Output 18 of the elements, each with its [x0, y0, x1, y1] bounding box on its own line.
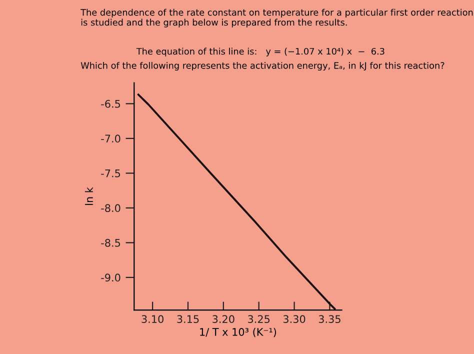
text: The equation of this line is: y = (−1.07 x 10⁴) x − 6.3: [136, 48, 384, 56]
x-tick-label: 3.25: [248, 315, 270, 324]
chart-title: The dependence of the rate constant on temperature for a particular first order reaction is studied and the graph below is prepared from the results.: [80, 8, 473, 28]
x-tick-label: 3.20: [212, 315, 234, 324]
y-tick-label: -9.0: [101, 274, 120, 282]
line-series: [137, 94, 336, 310]
y-tick-label: -8.0: [101, 204, 120, 212]
x-tick-label: 3.15: [177, 315, 199, 324]
x-tick-label: 3.35: [318, 315, 340, 324]
y-tick-label: -7.5: [101, 170, 120, 178]
y-tick-label: -8.5: [101, 238, 120, 247]
x-axis-title: 1/ T x 10³ (K⁻¹): [200, 328, 276, 338]
y-tick-label: -6.5: [101, 100, 120, 108]
x-tick-label: 3.30: [283, 315, 306, 324]
y-axis-title: ln k: [84, 187, 93, 205]
x-tick-label: 3.10: [142, 315, 164, 324]
y-tick-label: -7.0: [101, 134, 120, 143]
text: Which of the following represents the activation energy, Eₐ, in kJ for this reaction?: [80, 62, 444, 71]
